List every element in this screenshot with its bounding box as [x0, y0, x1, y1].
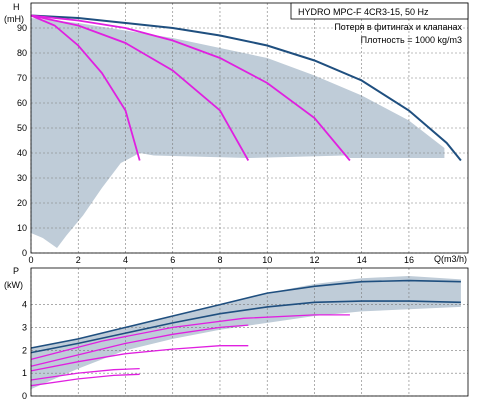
y-tick-label: 20: [17, 198, 27, 208]
pump-power-curve: [30, 314, 350, 361]
x-tick-label: 2: [76, 255, 81, 265]
x-tick-label: 16: [404, 255, 414, 265]
y-tick-label: 0: [22, 391, 27, 400]
annotation-losses: Потеря в фитингах и клапанах: [334, 22, 462, 32]
y-tick-label: 50: [17, 123, 27, 133]
y-tick-label: 30: [17, 173, 27, 183]
y-tick-label: 90: [17, 23, 27, 33]
x-tick-label: 10: [262, 255, 272, 265]
info-box: HYDRO MPC-F 4CR3-15, 50 Hz Потеря в фити…: [290, 2, 469, 45]
pump-power-curve: [30, 373, 140, 387]
y-tick-label: 70: [17, 73, 27, 83]
y-axis-unit-power: (kW): [4, 280, 23, 290]
max-head-curve: [30, 14, 462, 162]
operating-area: [31, 18, 445, 248]
pump-head-curve: [30, 14, 141, 161]
y-tick-label: 10: [17, 223, 27, 233]
pump-power-curve: [30, 345, 249, 372]
y-tick-label: 0: [22, 248, 27, 258]
pump-power-curve: [30, 367, 140, 381]
y-tick-label: 4: [22, 300, 27, 310]
y-tick-label: 2: [22, 345, 27, 355]
pump-power-curve: [30, 324, 249, 367]
y-axis-label-power: P: [13, 266, 19, 276]
max-power-curve: [30, 300, 461, 354]
plot-frame-head: [30, 2, 469, 254]
y-tick-label: 3: [22, 322, 27, 332]
x-tick-label: 0: [28, 255, 33, 265]
x-tick-label: 4: [123, 255, 128, 265]
x-tick-label: 6: [170, 255, 175, 265]
y-tick-label: 40: [17, 148, 27, 158]
y-tick-label: 80: [17, 48, 27, 58]
x-axis-label: Q(m3/h): [434, 254, 467, 264]
head-chart: 0 2 4 6 8 10 12 14 16 0 10 20 30 40 50 60 70 80 90: [17, 2, 469, 265]
plot-frame-power: [30, 267, 469, 397]
pump-head-curve: [30, 14, 351, 162]
x-tick-label: 12: [309, 255, 319, 265]
y-tick-label: 1: [22, 368, 27, 378]
title-frame: [290, 2, 469, 20]
y-tick-label: 60: [17, 98, 27, 108]
chart-title: HYDRO MPC-F 4CR3-15, 50 Hz: [298, 7, 429, 17]
y-axis-unit-head: (mH): [4, 14, 24, 24]
y-axis-label-head: H: [13, 2, 20, 12]
x-tick-label: 8: [217, 255, 222, 265]
x-tick-label: 14: [357, 255, 367, 265]
power-area: [31, 276, 461, 390]
max-power-curve: [30, 279, 461, 349]
power-chart: 0 1 2 3 4: [22, 267, 469, 400]
pump-head-curve: [30, 14, 250, 161]
annotation-density: Плотность = 1000 kg/m3: [361, 35, 462, 45]
